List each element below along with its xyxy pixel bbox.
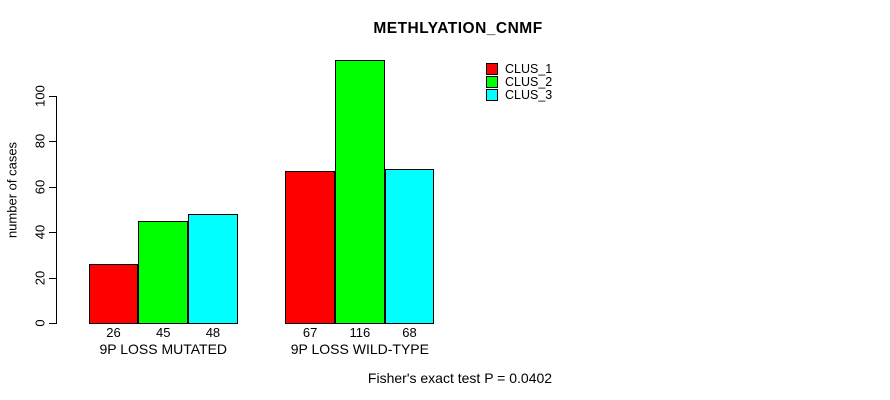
bar-clus_3-1	[188, 214, 238, 324]
bar-clus_3-2	[384, 168, 435, 324]
legend-label: CLUS_1	[505, 61, 553, 76]
bar-clus_1-1	[88, 263, 139, 324]
legend-swatch-clus_2	[486, 75, 498, 88]
y-axis-tick-label: 20	[32, 270, 48, 285]
bar-value-label: 26	[106, 325, 121, 340]
y-axis-tick-label: 0	[32, 319, 48, 327]
legend-item-clus_3: CLUS_3	[486, 87, 553, 102]
y-axis-tick	[49, 277, 56, 279]
bar-value-label: 67	[302, 325, 318, 340]
legend-swatch-clus_1	[486, 62, 498, 75]
category-label: 9P LOSS MUTATED	[99, 341, 228, 357]
bar-clus_1-2	[285, 170, 335, 324]
legend-item-clus_1: CLUS_1	[486, 61, 553, 76]
bar-value-label: 68	[402, 325, 417, 340]
bar-clus_2-2	[335, 59, 385, 324]
chart-title: METHLYATION_CNMF	[373, 20, 543, 37]
y-axis-tick-label: 80	[32, 134, 48, 149]
annotation-text: Fisher's exact test P = 0.0402	[367, 370, 553, 386]
legend-item-clus_2: CLUS_2	[486, 74, 553, 89]
bar-clus_2-1	[138, 220, 189, 324]
bar-value-label: 116	[349, 325, 371, 340]
y-axis-tick	[49, 141, 56, 143]
y-axis-label: number of cases	[4, 141, 20, 239]
category-label: 9P LOSS WILD-TYPE	[290, 341, 429, 357]
bar-value-label: 48	[205, 325, 221, 340]
legend-swatch-clus_3	[486, 88, 498, 101]
bar-value-label: 45	[156, 325, 171, 340]
y-axis-tick	[49, 232, 56, 234]
legend-label: CLUS_2	[505, 74, 553, 89]
y-axis-tick-label: 40	[32, 224, 48, 240]
y-axis-tick	[49, 323, 56, 324]
legend: CLUS_1 CLUS_2 CLUS_3	[486, 61, 553, 102]
y-axis-tick	[49, 96, 56, 97]
y-axis-line	[56, 96, 57, 324]
y-axis-tick	[49, 186, 56, 188]
y-axis-tick-label: 60	[32, 179, 48, 195]
y-axis-tick-label: 100	[32, 85, 48, 107]
legend-label: CLUS_3	[505, 87, 553, 102]
